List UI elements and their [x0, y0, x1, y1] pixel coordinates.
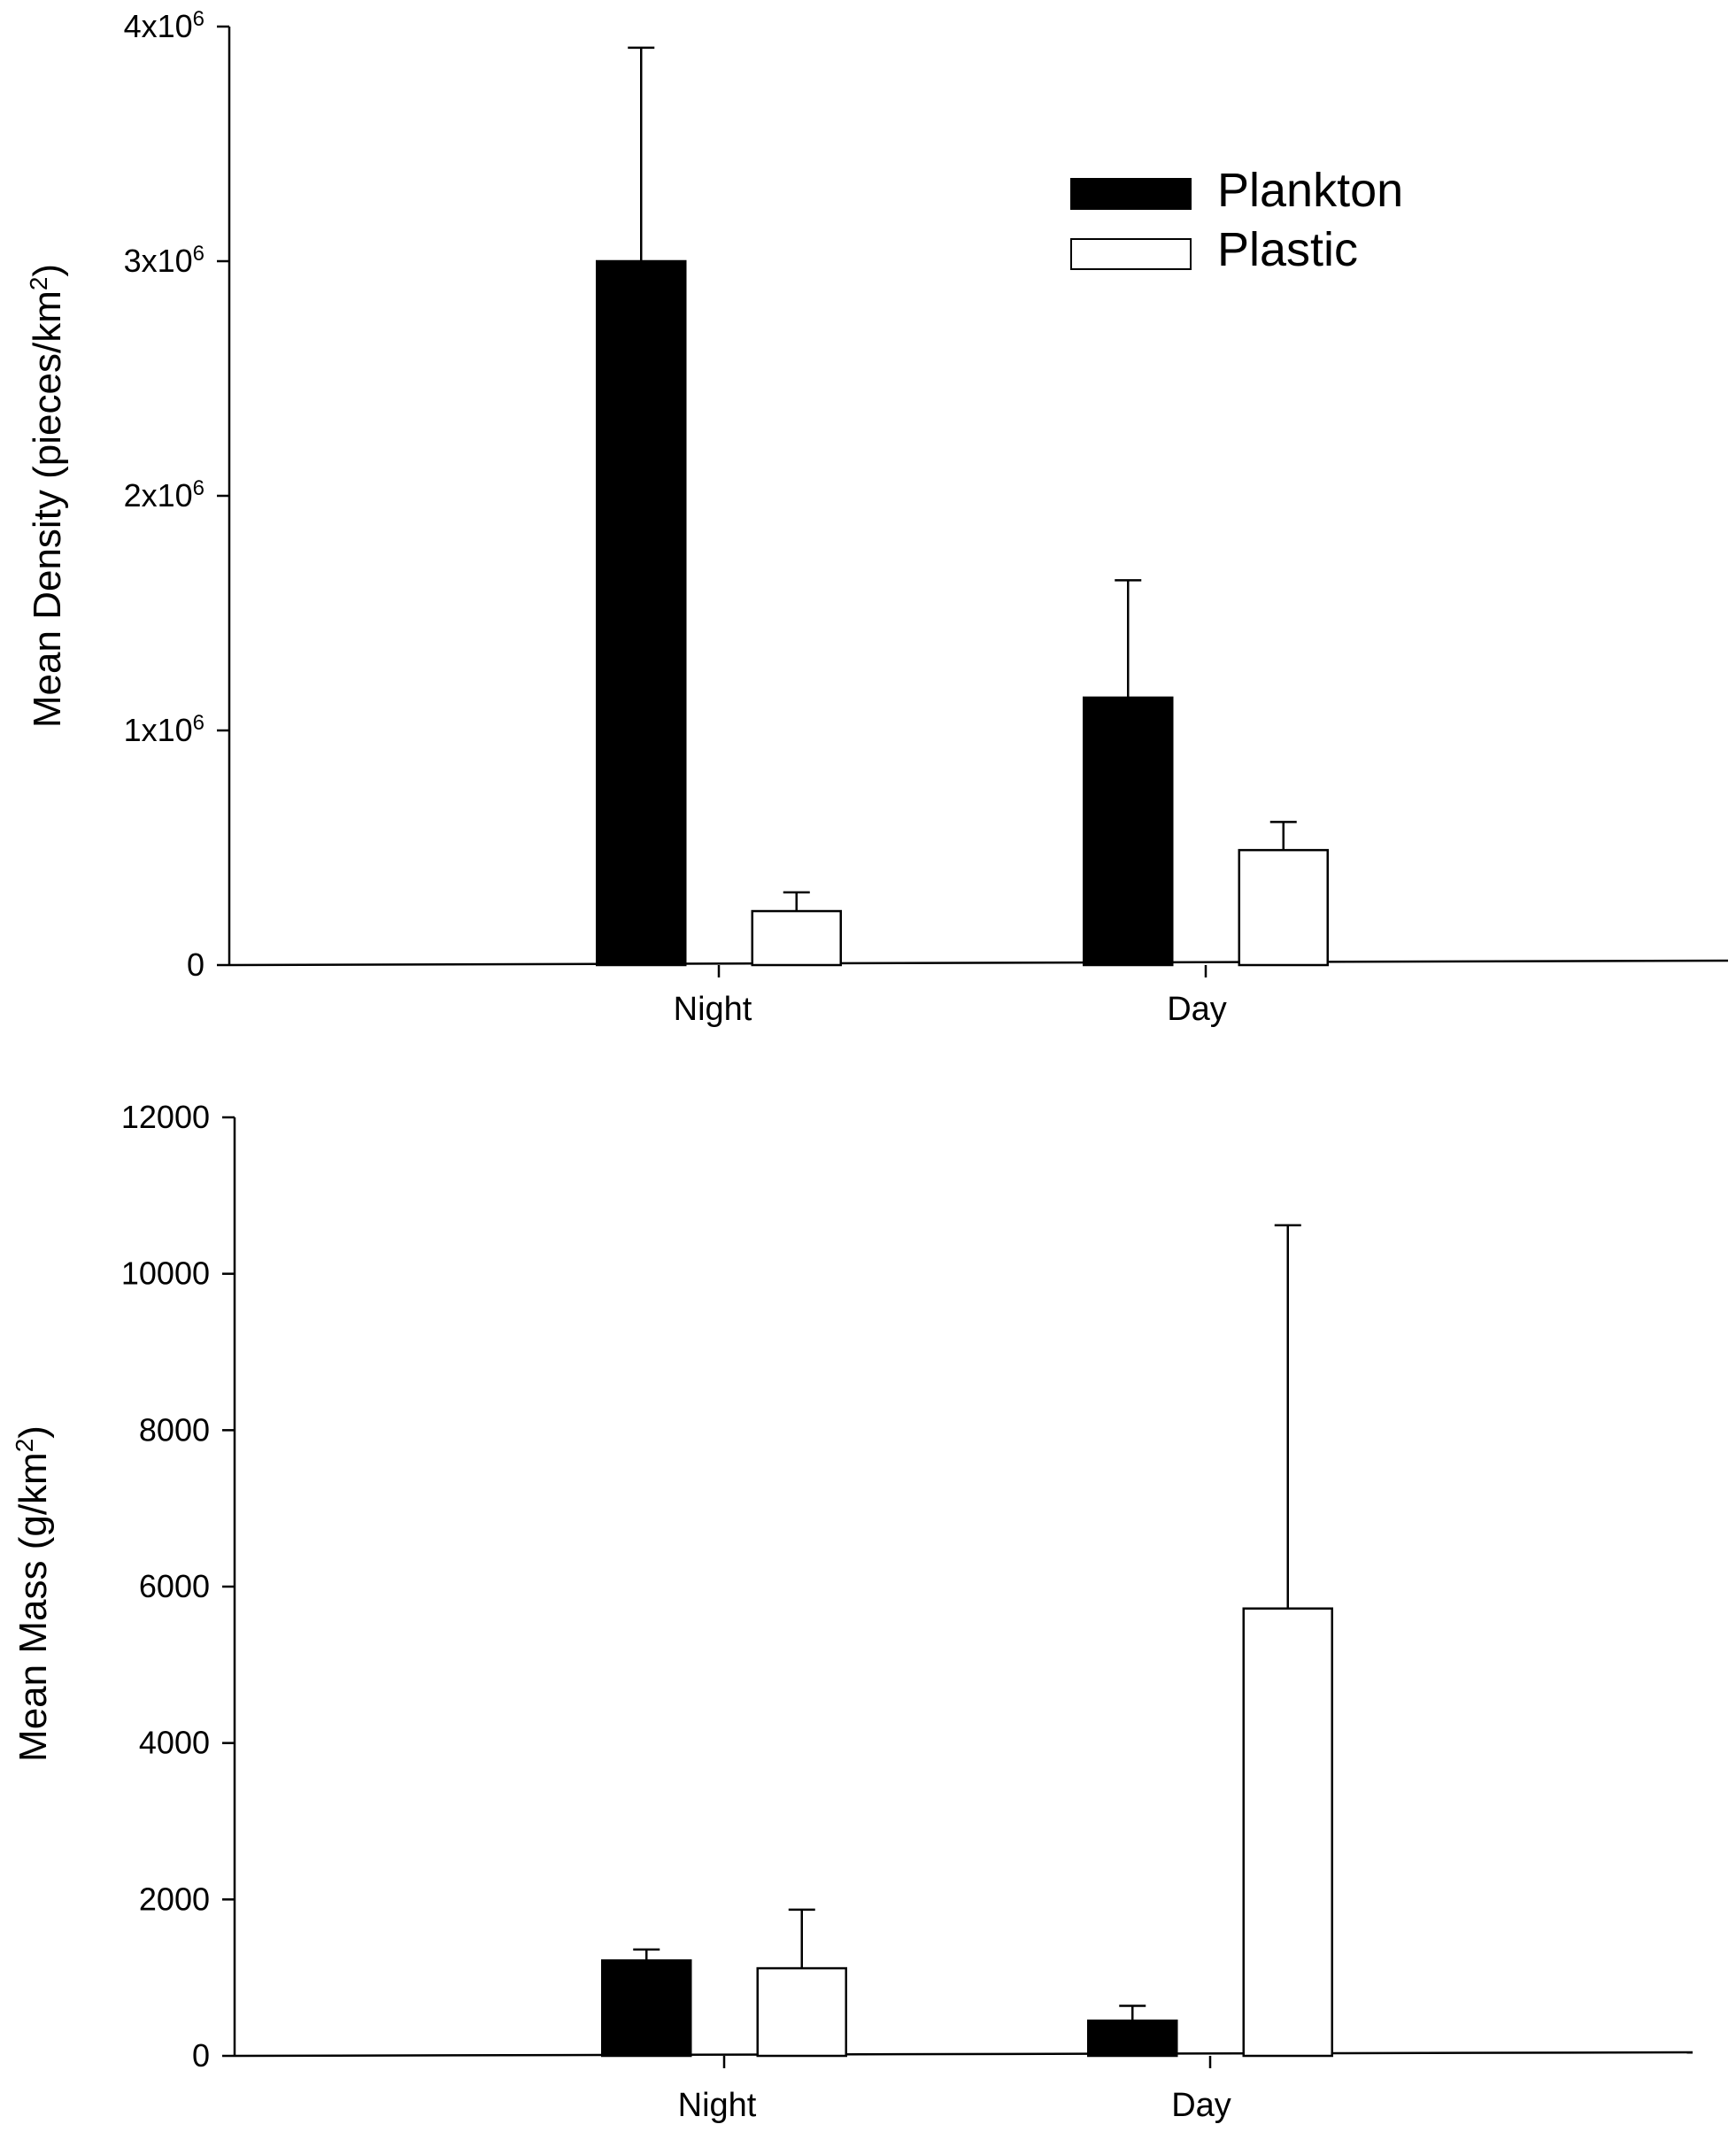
legend-swatch-plastic: [1070, 238, 1192, 270]
y-tick-label: 10000: [121, 1255, 210, 1292]
density-panel: 4x106 3x106 2x106 1x106 0 Night Day Mean Dens…: [25, 7, 1729, 1028]
y-tick-label: 3x106: [124, 242, 204, 280]
bar-plankton-day: [1087, 2020, 1178, 2058]
x-categories: Night Day: [674, 965, 1227, 1028]
y-axis-title: Mean Mass (g/km2): [11, 1425, 56, 1762]
bar-plastic-day: [1242, 1607, 1333, 2058]
y-tick-label: 4x106: [124, 7, 204, 45]
mass-panel: 12000 10000 8000 6000 4000 2000 0 Night Day Mea…: [11, 1099, 1694, 2124]
y-axis-title: Mean Density (pieces/km2): [25, 264, 70, 728]
x-tick-label: Day: [1171, 2087, 1231, 2124]
bar-plastic-night: [751, 909, 842, 967]
y-tick-label: 0: [187, 946, 204, 983]
x-axis-line: [234, 2051, 1694, 2058]
x-categories: Night Day: [678, 2056, 1231, 2124]
y-tick-label: 12000: [121, 1099, 210, 1135]
x-axis-line: [228, 959, 1729, 967]
legend-label-plastic: Plastic: [1217, 223, 1358, 276]
y-tick-label: 1x106: [124, 711, 204, 749]
bars: [601, 1224, 1333, 2058]
y-ticks: 4x106 3x106 2x106 1x106 0: [124, 7, 229, 983]
bar-plankton-day: [1083, 696, 1174, 967]
y-tick-label: 0: [192, 2037, 210, 2074]
bar-plankton-night: [596, 259, 687, 967]
y-tick-label: 2000: [139, 1881, 210, 1917]
y-tick-label: 6000: [139, 1568, 210, 1604]
bar-plastic-night: [756, 1966, 847, 2058]
y-ticks: 12000 10000 8000 6000 4000 2000 0: [121, 1099, 235, 2074]
x-tick-label: Night: [674, 991, 752, 1028]
y-tick-label: 8000: [139, 1411, 210, 1448]
x-tick-label: Day: [1167, 991, 1227, 1028]
bar-plankton-night: [601, 1958, 692, 2058]
x-tick-label: Night: [678, 2087, 757, 2124]
bar-plastic-day: [1238, 848, 1329, 967]
legend: Plankton Plastic: [1070, 164, 1403, 276]
y-tick-label: 2x106: [124, 476, 204, 514]
bars: [596, 46, 1329, 967]
legend-label-plankton: Plankton: [1217, 164, 1403, 217]
legend-swatch-plankton: [1070, 178, 1192, 210]
y-tick-label: 4000: [139, 1725, 210, 1761]
